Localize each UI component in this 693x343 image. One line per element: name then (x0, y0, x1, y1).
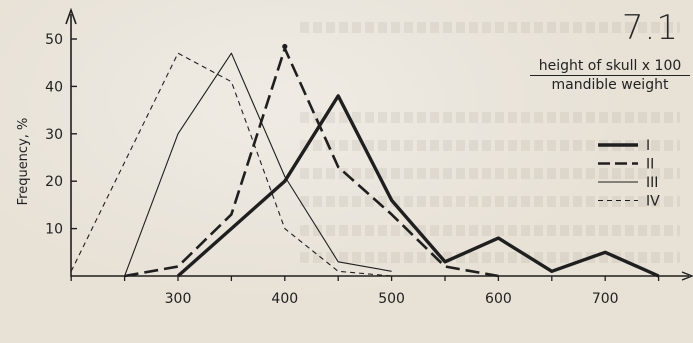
series-i (176, 94, 660, 278)
y-tick-label: 40 (45, 79, 63, 95)
y-axis-arrow (65, 7, 77, 25)
series-line-iv (70, 52, 392, 277)
show-through-text (300, 168, 680, 179)
show-through-text (300, 22, 680, 33)
axes: 10 20 30 40 50 300 400 500 600 700 Frequency, % (16, 7, 693, 307)
y-tick-label: 30 (45, 127, 63, 143)
x-axis-arrow (681, 271, 693, 281)
show-through-text (300, 225, 680, 236)
legend-title-numerator: height of skull x 100 (530, 58, 690, 76)
x-tick-label: 500 (378, 291, 405, 307)
x-tick-label: 300 (165, 291, 192, 307)
figure-number: 7.1 (621, 8, 679, 48)
x-tick-label: 400 (271, 291, 298, 307)
x-tick-label: 600 (485, 291, 512, 307)
series-iv (70, 52, 392, 277)
show-through-text (300, 196, 680, 207)
show-through-text (300, 140, 680, 151)
show-through-text (300, 252, 680, 263)
series-line-i (176, 94, 660, 278)
series-line-ii (124, 47, 499, 278)
y-tick-label: 20 (45, 174, 63, 190)
y-tick-label: 10 (45, 222, 63, 238)
y-tick-label: 50 (45, 32, 63, 48)
x-tick-label: 700 (592, 291, 619, 307)
series-ii (124, 47, 499, 278)
legend-label-ii: II (646, 157, 654, 173)
y-axis-title: Frequency, % (16, 118, 31, 206)
series-iii (124, 52, 392, 277)
series-ii-peak-dot (282, 43, 288, 50)
legend-label-i: I (646, 138, 650, 154)
series-layer (70, 43, 660, 278)
legend-title: height of skull x 100 mandible weight (530, 58, 690, 93)
series-line-iii (124, 52, 392, 277)
legend-title-denominator: mandible weight (551, 77, 669, 93)
show-through-text (300, 112, 680, 123)
legend-label-iv: IV (646, 194, 660, 210)
legend-label-iii: III (646, 175, 658, 191)
